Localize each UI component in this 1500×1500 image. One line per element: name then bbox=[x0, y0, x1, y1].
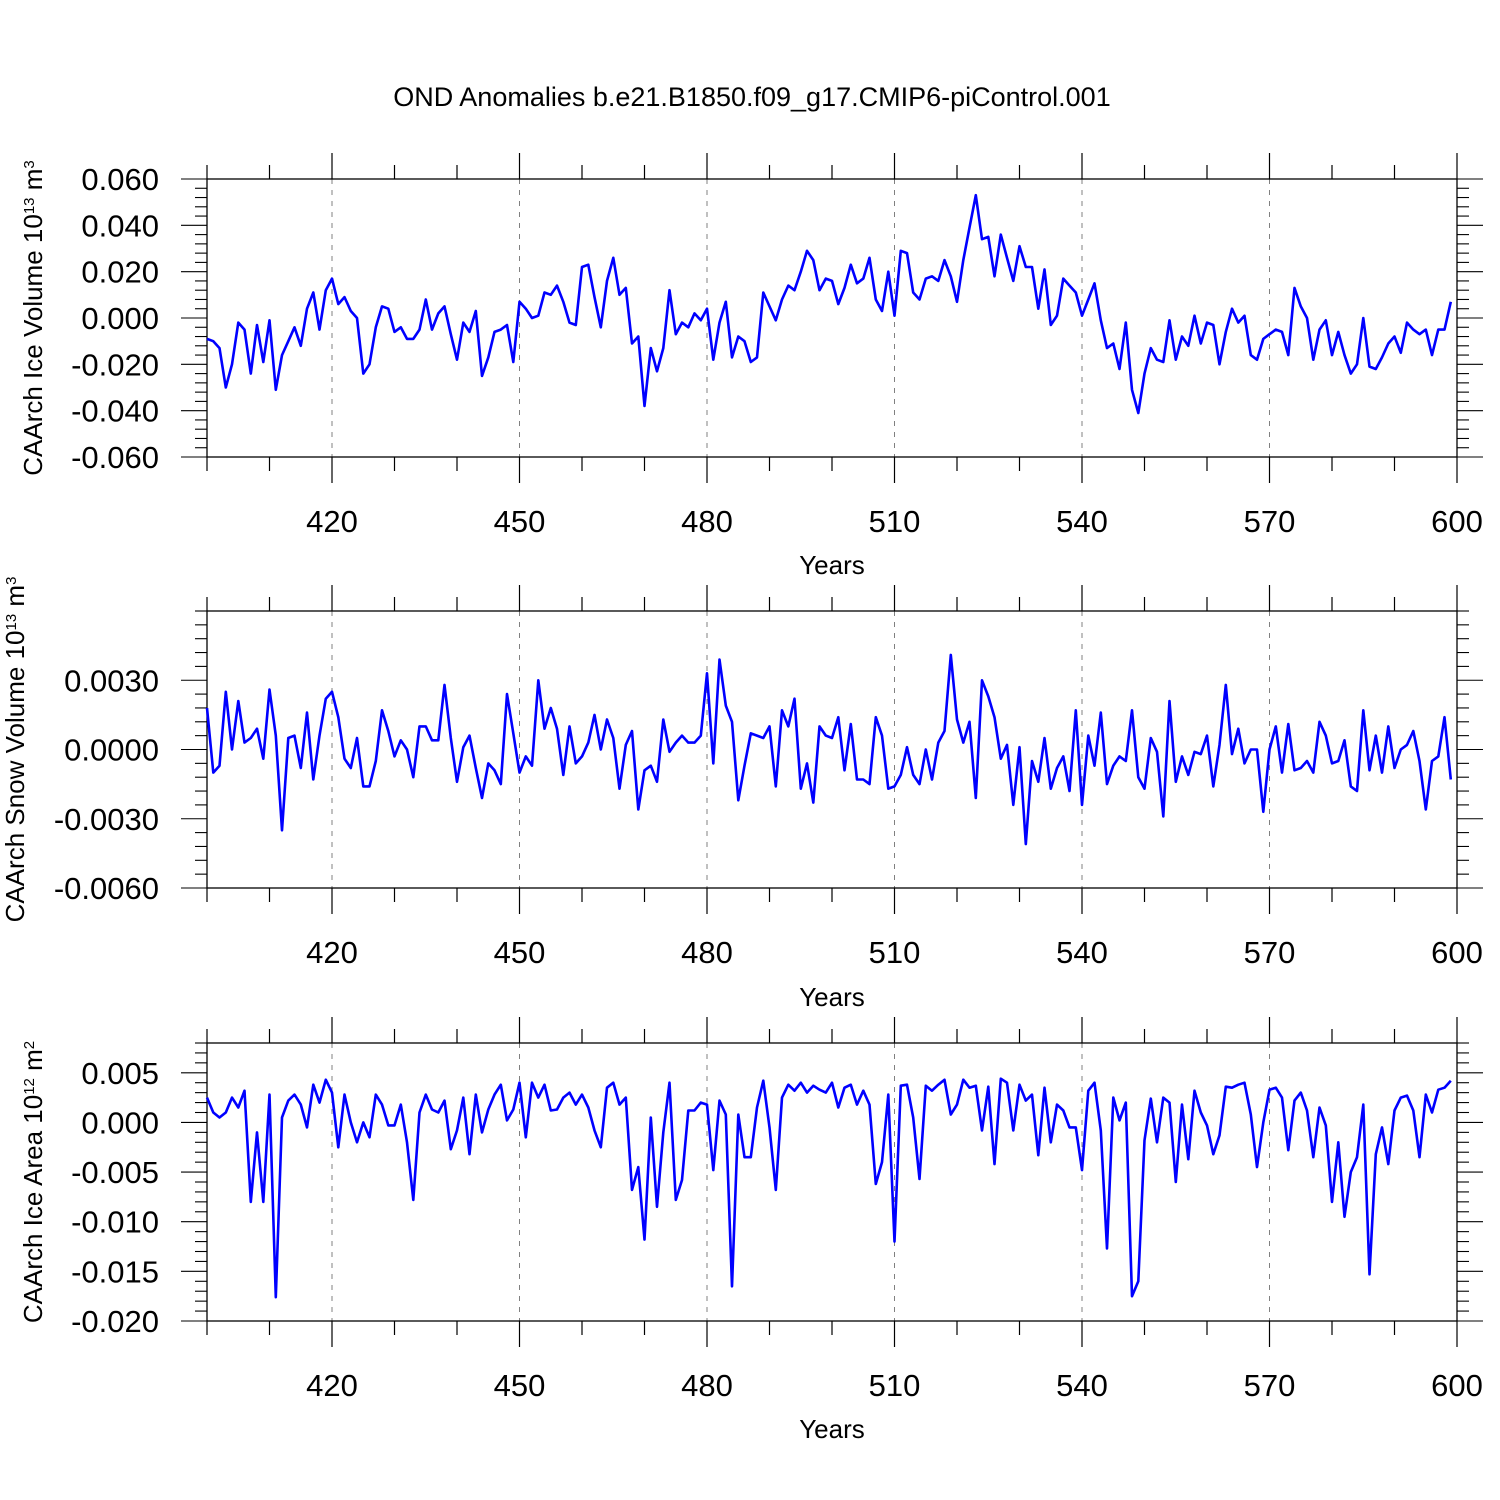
y-axis-label-unit-exp: 2 bbox=[21, 1041, 38, 1049]
x-tick-label: 600 bbox=[1431, 1368, 1483, 1403]
x-tick-label: 480 bbox=[681, 504, 733, 539]
x-tick-label: 570 bbox=[1244, 504, 1296, 539]
y-tick-label: 0.040 bbox=[81, 208, 159, 243]
x-tick-label: 450 bbox=[494, 1368, 546, 1403]
y-axis-label-unit-exp: 3 bbox=[3, 577, 20, 585]
x-tick-label: 480 bbox=[681, 1368, 733, 1403]
y-axis-label-unit: m bbox=[0, 585, 30, 614]
x-tick-label: 600 bbox=[1431, 935, 1483, 970]
y-tick-label: 0.0000 bbox=[64, 733, 159, 768]
y-tick-label: 0.005 bbox=[81, 1056, 159, 1091]
y-tick-label: 0.000 bbox=[81, 301, 159, 336]
y-axis-label-text: CAArch Ice Area 10 bbox=[18, 1095, 48, 1323]
y-axis-label-text: CAArch Ice Volume 10 bbox=[18, 214, 48, 476]
x-tick-label: 480 bbox=[681, 935, 733, 970]
y-tick-label: -0.020 bbox=[71, 1304, 159, 1339]
x-tick-label: 540 bbox=[1056, 504, 1108, 539]
y-tick-label: -0.040 bbox=[71, 394, 159, 429]
y-axis-label-unit: m bbox=[18, 169, 48, 198]
y-axis-label: CAArch Ice Area 1012 m2 bbox=[18, 1041, 48, 1323]
x-tick-label: 570 bbox=[1244, 1368, 1296, 1403]
y-axis-label-unit: m bbox=[18, 1049, 48, 1078]
x-tick-label: 600 bbox=[1431, 504, 1483, 539]
x-axis-label: Years bbox=[799, 550, 865, 580]
series-line bbox=[206, 193, 1453, 415]
y-tick-label: 0.020 bbox=[81, 255, 159, 290]
y-tick-label: 0.000 bbox=[81, 1105, 159, 1140]
y-axis-label-unit-exp: 3 bbox=[21, 160, 38, 168]
x-axis-label: Years bbox=[799, 1414, 865, 1444]
x-tick-label: 420 bbox=[306, 504, 358, 539]
x-tick-label: 450 bbox=[494, 504, 546, 539]
y-axis-label: CAArch Ice Volume 1013 m3 bbox=[18, 160, 48, 476]
x-tick-label: 570 bbox=[1244, 935, 1296, 970]
panels: -0.060 -0.040 -0.020 0.000 0.020 0.040 0.060 42… bbox=[0, 153, 1483, 1444]
y-tick-label: -0.060 bbox=[71, 440, 159, 475]
x-tick-label: 420 bbox=[306, 1368, 358, 1403]
x-tick-label: 540 bbox=[1056, 1368, 1108, 1403]
x-tick-label: 420 bbox=[306, 935, 358, 970]
y-axis-label-exp: 12 bbox=[21, 1078, 38, 1095]
x-tick-label: 510 bbox=[869, 935, 921, 970]
y-tick-label: -0.005 bbox=[71, 1155, 159, 1190]
x-tick-label: 450 bbox=[494, 935, 546, 970]
y-tick-label: -0.015 bbox=[71, 1254, 159, 1289]
panel-2: -0.0060 -0.0030 0.0000 0.0030 420 450 480 510 54… bbox=[0, 577, 1483, 1012]
y-axis-label-exp: 13 bbox=[21, 197, 38, 214]
x-tick-label: 510 bbox=[869, 1368, 921, 1403]
y-tick-label: -0.0060 bbox=[54, 871, 159, 906]
panel-3: -0.020 -0.015 -0.010 -0.005 0.000 0.005 420 450… bbox=[18, 1017, 1483, 1444]
y-axis-label: CAArch Snow Volume 1013 m3 bbox=[0, 577, 30, 923]
x-tick-label: 540 bbox=[1056, 935, 1108, 970]
x-axis-label: Years bbox=[799, 982, 865, 1012]
panel-1: -0.060 -0.040 -0.020 0.000 0.020 0.040 0.060 42… bbox=[18, 153, 1483, 580]
y-axis-label-exp: 13 bbox=[3, 614, 20, 631]
y-tick-label: -0.0030 bbox=[54, 802, 159, 837]
y-tick-label: 0.0030 bbox=[64, 663, 159, 698]
y-tick-label: -0.020 bbox=[71, 347, 159, 382]
series-line bbox=[205, 653, 1453, 846]
y-tick-label: 0.060 bbox=[81, 162, 159, 197]
x-tick-label: 510 bbox=[869, 504, 921, 539]
chart-title: OND Anomalies b.e21.B1850.f09_g17.CMIP6-… bbox=[393, 82, 1110, 112]
plot-frame bbox=[206, 178, 1458, 458]
y-tick-label: -0.010 bbox=[71, 1205, 159, 1240]
series-line bbox=[205, 1077, 1452, 1299]
y-axis-label-text: CAArch Snow Volume 10 bbox=[0, 630, 30, 922]
